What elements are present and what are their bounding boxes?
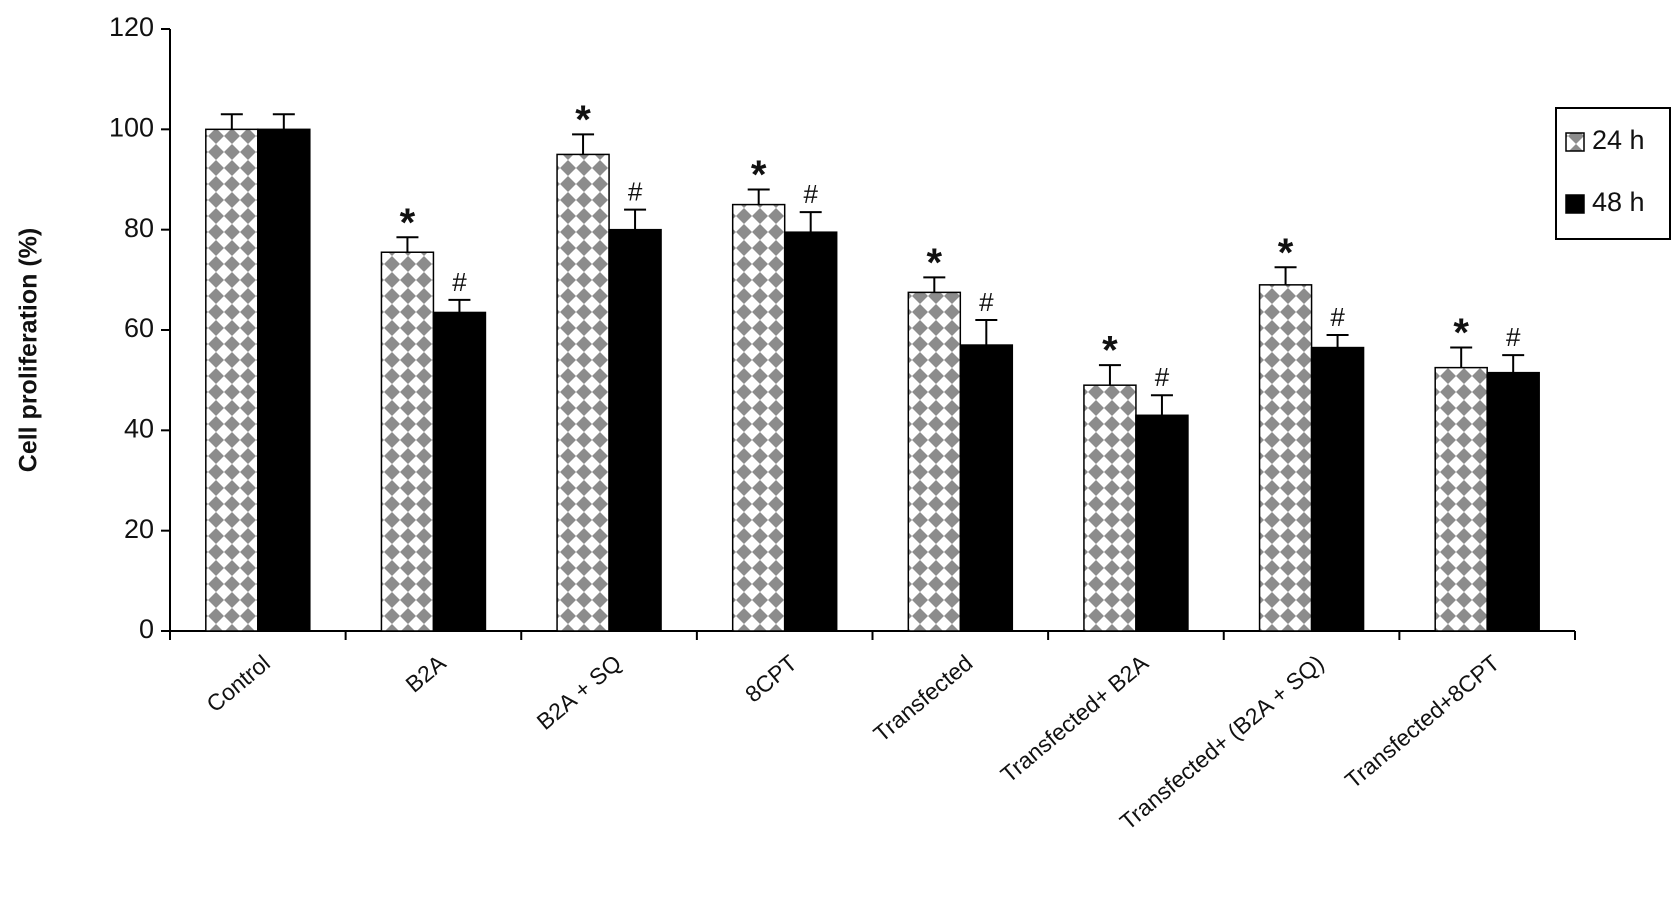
bar <box>1310 346 1365 632</box>
bar <box>257 128 311 632</box>
error-bar <box>396 236 419 253</box>
significance-marker: # <box>452 267 467 297</box>
error-bar <box>572 133 595 155</box>
significance-marker: # <box>1506 322 1521 352</box>
legend-label: 24 h <box>1592 125 1645 155</box>
bar <box>907 291 962 632</box>
bar <box>432 311 487 632</box>
significance-marker: # <box>1330 302 1345 332</box>
error-bar <box>747 188 770 205</box>
error-bar <box>1450 346 1473 368</box>
x-tick-label: B2A + SQ <box>532 650 627 735</box>
x-tick-label: Transfected+ B2A <box>995 649 1153 788</box>
legend-swatch <box>1565 194 1585 214</box>
error-bar <box>975 318 998 346</box>
error-bar <box>220 113 243 130</box>
significance-marker: * <box>400 201 416 245</box>
y-tick-label: 120 <box>109 12 154 42</box>
bar <box>380 251 435 632</box>
error-bar <box>448 298 471 313</box>
x-tick-label: B2A <box>401 649 452 697</box>
y-tick-label: 40 <box>124 413 154 443</box>
bar <box>608 228 662 632</box>
significance-marker: * <box>1278 231 1294 275</box>
bar <box>959 344 1014 632</box>
y-tick-label: 20 <box>124 514 154 544</box>
significance-marker: * <box>751 153 767 197</box>
error-bar <box>1150 394 1173 416</box>
significance-marker: # <box>979 287 994 317</box>
x-tick-label: 8CPT <box>740 650 802 708</box>
error-bar <box>1098 364 1121 386</box>
significance-marker: * <box>575 98 591 142</box>
legend-label: 48 h <box>1592 187 1645 217</box>
error-bar <box>272 113 295 130</box>
x-tick-label: Transfected <box>868 650 977 747</box>
significance-marker: * <box>927 241 943 285</box>
bar <box>1434 366 1488 632</box>
y-tick-label: 0 <box>139 614 154 644</box>
bar <box>205 128 259 632</box>
error-bar <box>923 276 946 293</box>
bar <box>556 153 610 632</box>
bar <box>783 231 838 632</box>
bar <box>1083 384 1137 632</box>
x-tick-label: Control <box>201 650 275 718</box>
error-bar <box>1326 334 1349 348</box>
x-tick-label: Transfected+ (B2A + SQ) <box>1115 650 1329 835</box>
significance-marker: # <box>1155 362 1170 392</box>
significance-marker: * <box>1102 329 1118 373</box>
legend-box <box>1555 107 1671 240</box>
legend-swatch <box>1565 132 1585 152</box>
significance-marker: * <box>1453 311 1469 355</box>
bar <box>1135 414 1189 632</box>
bar <box>731 203 786 632</box>
error-bar <box>1274 266 1297 285</box>
y-tick-label: 60 <box>124 313 154 343</box>
x-tick-label: Transfected+8CPT <box>1340 650 1504 794</box>
bar <box>1258 284 1313 632</box>
error-bar <box>1502 354 1525 373</box>
error-bar <box>624 208 647 230</box>
significance-marker: # <box>628 176 643 206</box>
error-bar <box>799 211 822 233</box>
y-tick-label: 100 <box>109 112 154 142</box>
y-tick-label: 80 <box>124 213 154 243</box>
significance-marker: # <box>803 179 818 209</box>
y-axis-title: Cell proliferation (%) <box>15 228 43 472</box>
bar <box>1486 371 1540 632</box>
